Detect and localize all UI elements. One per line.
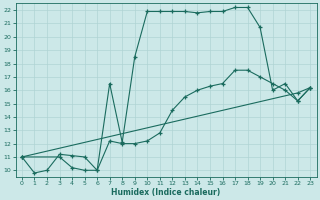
X-axis label: Humidex (Indice chaleur): Humidex (Indice chaleur): [111, 188, 221, 197]
